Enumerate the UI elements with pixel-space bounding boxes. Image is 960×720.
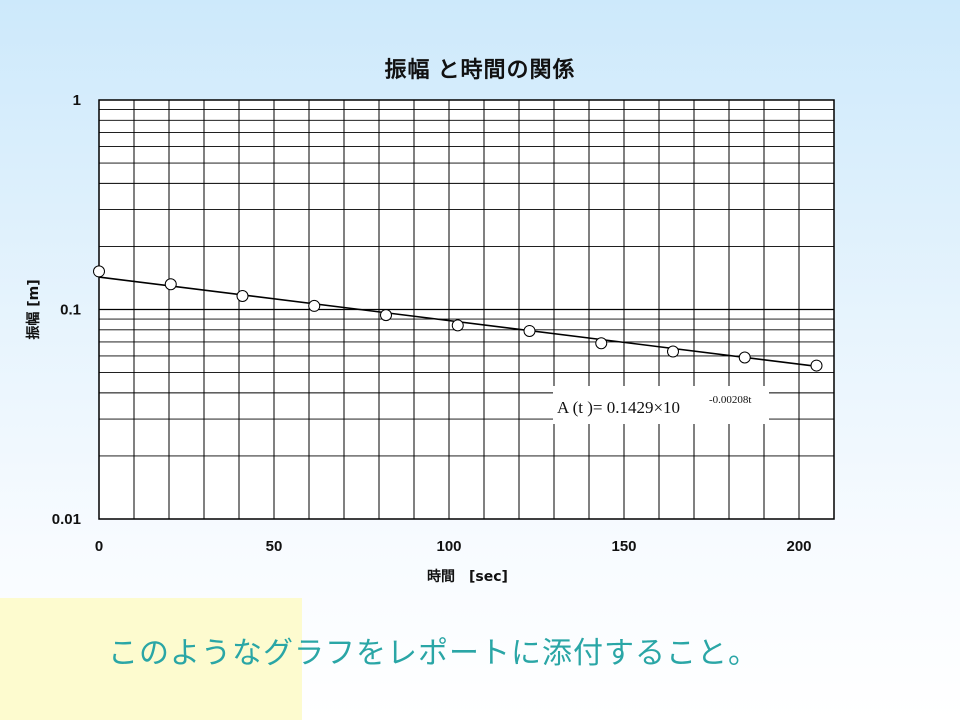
y-tick-label: 0.1	[60, 302, 81, 319]
x-tick-label: 150	[611, 538, 636, 555]
data-point	[667, 345, 679, 358]
x-tick-label: 50	[266, 538, 283, 555]
chart-title: 振幅 と時間の関係	[384, 57, 576, 82]
data-point	[236, 289, 249, 302]
y-axis-label: 振幅 [m]	[25, 279, 42, 339]
x-tick-label: 0	[95, 538, 103, 555]
data-point	[595, 337, 608, 350]
x-tick-label: 200	[786, 538, 811, 555]
yellow-panel	[0, 598, 302, 720]
caption: このようなグラフをレポートに添付すること。	[108, 637, 759, 670]
data-point	[308, 299, 321, 312]
data-point	[738, 351, 751, 364]
data-point	[810, 359, 823, 372]
data-point	[451, 319, 464, 332]
data-point	[93, 265, 105, 278]
equation-label: A (t )= 0.1429×10	[557, 398, 680, 417]
equation-exponent: -0.00208t	[709, 394, 751, 406]
data-point	[523, 324, 536, 337]
equation-box	[553, 386, 769, 424]
x-axis-label: 時間 [sec]	[427, 568, 508, 585]
data-point	[380, 309, 392, 322]
y-tick-label: 0.01	[52, 511, 81, 528]
plot-frame	[98, 99, 835, 520]
x-tick-label: 100	[436, 538, 461, 555]
y-tick-label: 1	[73, 92, 81, 109]
data-point	[164, 278, 177, 291]
